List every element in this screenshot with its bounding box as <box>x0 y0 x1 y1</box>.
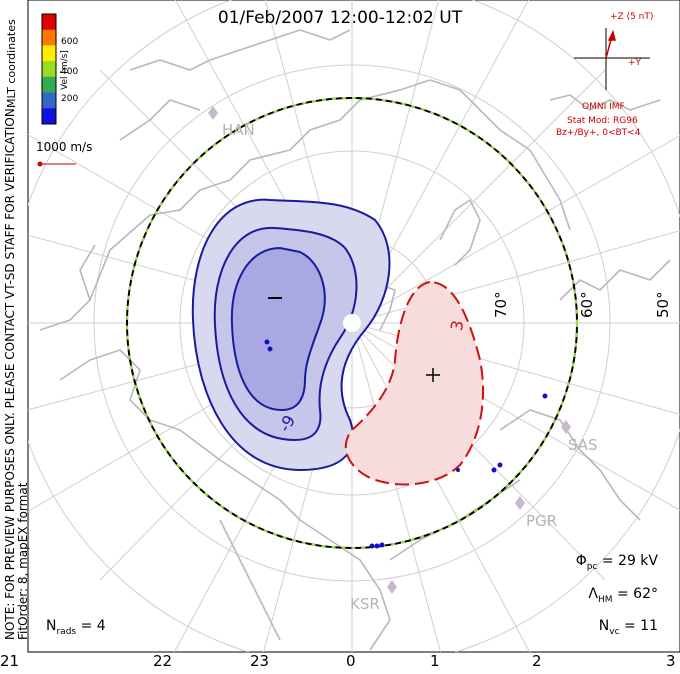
colorbar-swatch <box>42 92 56 109</box>
colorbar-swatch <box>42 76 56 94</box>
lambda-value: = 62° <box>617 586 658 602</box>
imf-y-label: +Y <box>628 58 642 68</box>
phi-symbol: Φ <box>575 553 587 569</box>
phi-subscript: pc <box>586 561 598 572</box>
mlt-label-0: 0 <box>346 652 356 670</box>
mlt-label-3: 3 <box>666 652 676 670</box>
imf-clock-dial <box>574 28 650 90</box>
hm-boundary-latitude: ΛHM = 62° <box>588 586 658 605</box>
latitude-label-50: 50° <box>654 291 672 318</box>
imf-z-label: +Z (5 nT) <box>610 12 654 22</box>
station-markers <box>208 106 571 594</box>
colorbar-tick-200: 200 <box>61 94 79 104</box>
station-label-ksr: KSR <box>350 595 380 613</box>
colorbar <box>41 13 57 125</box>
nrads-subscript: rads <box>56 626 77 637</box>
fit-order-line: FitOrder: 8, mapEX format <box>16 482 30 640</box>
colorbar-swatch <box>42 108 56 125</box>
pole-marker <box>343 314 361 332</box>
colorbar-swatch <box>42 29 56 46</box>
map-title: 01/Feb/2007 12:00-12:02 UT <box>217 8 463 28</box>
colorbar-swatch <box>42 45 56 62</box>
mlt-label-21: 21 <box>0 652 20 670</box>
mlt-label-23: 23 <box>250 652 270 670</box>
station-label-pgr: PGR <box>526 512 558 530</box>
heppner-maynard-boundary <box>126 97 578 549</box>
station-label-han: HAN <box>222 121 255 139</box>
nvc-value: = 11 <box>624 618 658 634</box>
velocity-vectors <box>264 339 548 549</box>
scale-label: 1000 m/s <box>36 140 93 154</box>
colorbar-swatch <box>42 61 56 78</box>
stat-model: Stat Mod: RG96 <box>567 116 638 126</box>
radar-count: Nrads = 4 <box>46 618 106 637</box>
mlt-label-22: 22 <box>153 652 173 670</box>
lambda-subscript: HM <box>598 594 613 605</box>
nvc-symbol: N <box>598 618 610 634</box>
colorbar-border <box>41 13 57 125</box>
phi-value: = 29 kV <box>601 553 658 569</box>
coastlines <box>39 29 671 651</box>
colorbar-tick-600: 600 <box>61 37 79 47</box>
preview-note: NOTE: FOR PREVIEW PURPOSES ONLY. PLEASE … <box>3 104 30 640</box>
station-label-sas: SAS <box>568 436 598 454</box>
colorbar-tick-400: 400 <box>61 67 79 77</box>
mlt-label-1: 1 <box>430 652 440 670</box>
max-potential-marker <box>426 368 440 382</box>
positive-potential-cell <box>344 280 485 486</box>
imf-vector-arrow <box>605 29 616 59</box>
lambda-symbol: Λ <box>588 586 598 602</box>
nvc-subscript: vc <box>609 626 620 637</box>
nrads-symbol: N <box>46 618 57 634</box>
imf-model-title: OMNI IMF <box>582 102 625 112</box>
nrads-value: = 4 <box>80 618 106 634</box>
vector-count: Nvc = 11 <box>599 618 658 637</box>
cross-polar-potential: Φpc = 29 kV <box>576 553 658 572</box>
imf-conditions: Bz+/By+, 0<BT<4 <box>556 128 641 138</box>
plot-frame <box>27 0 680 653</box>
latitude-label-60: 60° <box>578 291 596 318</box>
mlt-label-2: 2 <box>532 652 542 670</box>
scale-vector <box>37 161 76 167</box>
latitude-label-70: 70° <box>492 291 510 318</box>
colorbar-swatch <box>42 14 56 31</box>
coordinates-label: MLT coordinates <box>5 19 18 108</box>
